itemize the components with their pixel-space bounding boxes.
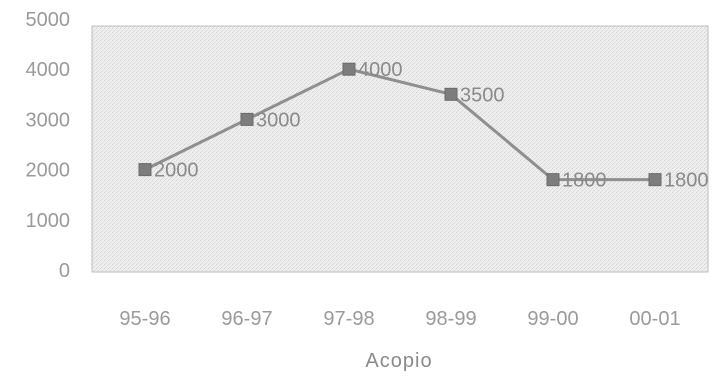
data-label: 4000	[358, 59, 403, 81]
data-point-marker	[342, 62, 356, 76]
x-axis-title: Acopio	[365, 350, 432, 372]
y-tick-label: 2000	[26, 160, 71, 182]
x-tick-label: 95-96	[119, 308, 170, 330]
series-layer	[138, 62, 662, 187]
data-point-marker	[546, 173, 560, 187]
y-tick-label: 5000	[26, 9, 71, 31]
x-tick-label: 98-99	[425, 308, 476, 330]
y-tick-label: 1000	[26, 210, 71, 232]
y-tick-label: 4000	[26, 59, 71, 81]
x-axis-ticks: 95-96 96-97 97-98 98-99 99-00 00-01	[119, 308, 680, 330]
y-tick-label: 3000	[26, 109, 71, 131]
data-point-marker	[240, 112, 254, 126]
y-tick-label: 0	[59, 260, 70, 282]
data-point-marker	[444, 87, 458, 101]
plot-area	[91, 25, 709, 273]
data-labels: 2000 3000 4000 3500 1800 1800	[154, 59, 709, 191]
x-tick-label: 99-00	[527, 308, 578, 330]
series-line	[144, 67, 655, 182]
x-tick-label: 96-97	[221, 308, 272, 330]
data-point-marker	[648, 173, 662, 187]
data-label: 1800	[562, 170, 607, 192]
data-label: 1800	[664, 170, 709, 192]
data-label: 3000	[256, 109, 301, 131]
x-tick-label: 00-01	[629, 308, 680, 330]
data-point-marker	[138, 163, 152, 177]
y-axis-ticks: 0 1000 2000 3000 4000 5000	[26, 9, 71, 282]
data-label: 2000	[154, 160, 199, 182]
x-tick-label: 97-98	[323, 308, 374, 330]
data-label: 3500	[460, 84, 505, 106]
